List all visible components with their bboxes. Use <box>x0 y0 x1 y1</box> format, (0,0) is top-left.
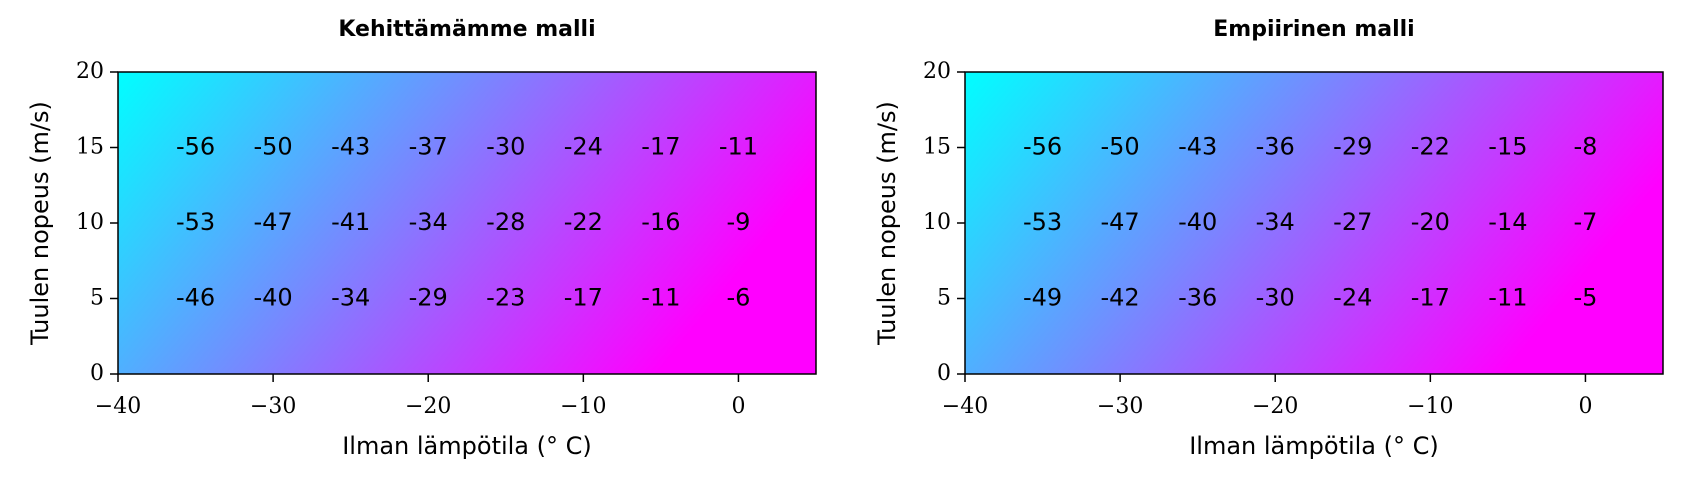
cell-value: -49 <box>1023 284 1062 312</box>
cell-value: -9 <box>726 208 750 236</box>
cell-value: -36 <box>1178 284 1217 312</box>
cell-value: -14 <box>1488 208 1527 236</box>
cell-value: -42 <box>1101 284 1140 312</box>
cell-value: -36 <box>1256 133 1295 161</box>
chart-title: Empiirinen malli <box>1213 17 1414 42</box>
x-tick-label: −40 <box>95 394 141 419</box>
y-axis-label: Tuulen nopeus (m/s) <box>873 101 901 346</box>
heatmap-background <box>118 72 816 374</box>
x-tick-label: −20 <box>405 394 451 419</box>
cell-value: -8 <box>1573 133 1597 161</box>
x-tick-label: −10 <box>1407 394 1453 419</box>
cell-value: -28 <box>486 208 525 236</box>
cell-value: -6 <box>726 284 750 312</box>
axes-frame <box>117 71 817 375</box>
x-tick-label: −30 <box>1097 394 1143 419</box>
cell-value: -40 <box>254 284 293 312</box>
cell-value: -27 <box>1333 208 1372 236</box>
y-tick-label: 20 <box>76 59 104 84</box>
heatmap-background <box>965 72 1663 374</box>
x-tick-label: −10 <box>560 394 606 419</box>
x-tick-label: −30 <box>250 394 296 419</box>
y-tick-label: 0 <box>937 361 951 386</box>
cell-value: -17 <box>641 133 680 161</box>
cell-value: -11 <box>719 133 758 161</box>
x-tick-label: 0 <box>731 394 745 419</box>
cell-value: -30 <box>486 133 525 161</box>
x-axis-label: Ilman lämpötila (° C) <box>342 432 592 460</box>
y-tick-label: 10 <box>923 210 951 235</box>
cell-value: -15 <box>1488 133 1527 161</box>
cell-value: -53 <box>1023 208 1062 236</box>
cell-value: -37 <box>409 133 448 161</box>
cell-value: -43 <box>331 133 370 161</box>
x-tick-label: −20 <box>1252 394 1298 419</box>
cell-value: -43 <box>1178 133 1217 161</box>
cell-value: -11 <box>1488 284 1527 312</box>
cell-value: -16 <box>641 208 680 236</box>
y-tick-label: 15 <box>76 135 104 160</box>
y-axis-label: Tuulen nopeus (m/s) <box>26 101 54 346</box>
cell-value: -50 <box>254 133 293 161</box>
cell-value: -24 <box>564 133 603 161</box>
cell-value: -56 <box>1023 133 1062 161</box>
y-tick-label: 15 <box>923 135 951 160</box>
cell-value: -17 <box>564 284 603 312</box>
cell-value: -7 <box>1573 208 1597 236</box>
cell-value: -20 <box>1411 208 1450 236</box>
cell-value: -46 <box>176 284 215 312</box>
cell-value: -34 <box>331 284 370 312</box>
cell-value: -53 <box>176 208 215 236</box>
cell-value: -23 <box>486 284 525 312</box>
cell-value: -5 <box>1573 284 1597 312</box>
y-tick-label: 5 <box>90 286 104 311</box>
axes-frame <box>964 71 1664 375</box>
y-tick-label: 10 <box>76 210 104 235</box>
y-tick-label: 5 <box>937 286 951 311</box>
cell-value: -29 <box>1333 133 1372 161</box>
cell-value: -50 <box>1101 133 1140 161</box>
cell-value: -11 <box>641 284 680 312</box>
cell-value: -30 <box>1256 284 1295 312</box>
y-tick-label: 0 <box>90 361 104 386</box>
x-axis-label: Ilman lämpötila (° C) <box>1189 432 1439 460</box>
x-tick-label: 0 <box>1578 394 1592 419</box>
x-tick-label: −40 <box>942 394 988 419</box>
cell-value: -24 <box>1333 284 1372 312</box>
cell-value: -40 <box>1178 208 1217 236</box>
cell-value: -34 <box>409 208 448 236</box>
y-tick-label: 20 <box>923 59 951 84</box>
cell-value: -34 <box>1256 208 1295 236</box>
cell-value: -47 <box>254 208 293 236</box>
chart-title: Kehittämämme malli <box>338 17 595 42</box>
cell-value: -29 <box>409 284 448 312</box>
cell-value: -17 <box>1411 284 1450 312</box>
cell-value: -56 <box>176 133 215 161</box>
cell-value: -22 <box>1411 133 1450 161</box>
cell-value: -41 <box>331 208 370 236</box>
cell-value: -47 <box>1101 208 1140 236</box>
cell-value: -22 <box>564 208 603 236</box>
